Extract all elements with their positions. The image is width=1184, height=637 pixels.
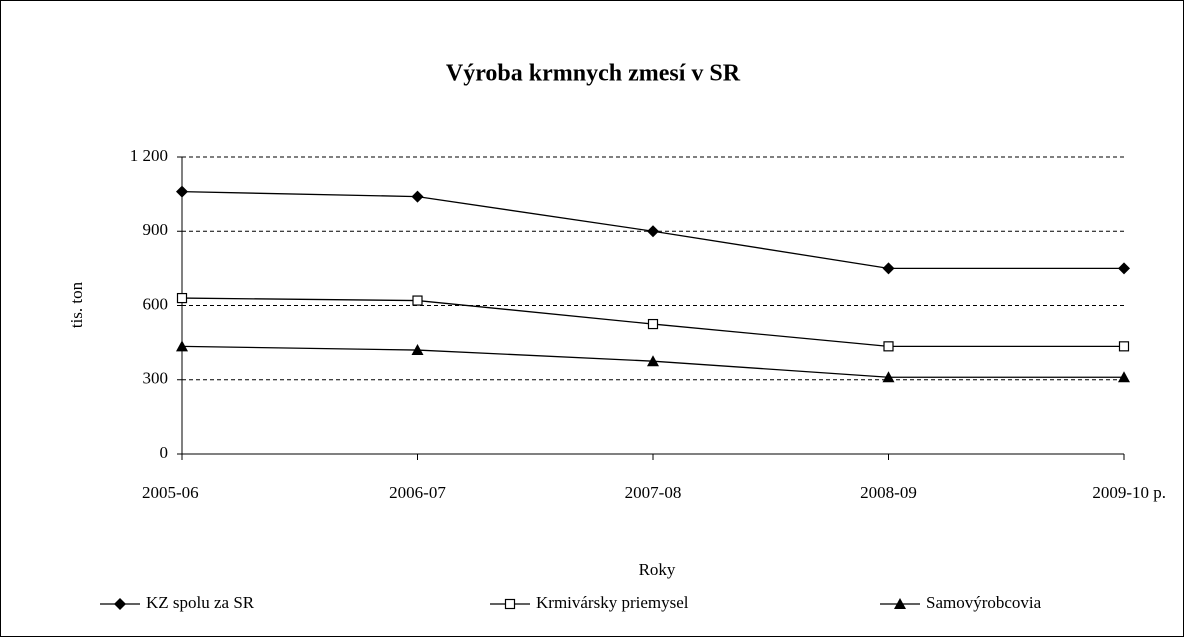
data-point (1118, 262, 1130, 275)
data-point (176, 340, 188, 352)
data-point (882, 262, 895, 275)
chart-title: Výroba krmnych zmesí v SR (446, 61, 741, 87)
data-point (647, 355, 659, 367)
y-tick-label: 900 (143, 220, 169, 239)
data-point (647, 318, 659, 330)
legend-marker (504, 598, 516, 610)
data-point (883, 341, 894, 352)
data-point (882, 371, 895, 383)
y-tick-label: 300 (143, 369, 169, 388)
data-point (647, 225, 659, 238)
data-point (411, 344, 424, 356)
y-tick-label: 600 (143, 294, 169, 313)
data-point (1118, 371, 1130, 383)
data-point (412, 295, 423, 306)
x-tick-label: 2007-08 (625, 483, 682, 502)
x-tick-label: 2009-10 p. (1092, 483, 1166, 502)
data-point (176, 292, 188, 304)
data-point (411, 190, 424, 203)
x-tick-label: 2006-07 (389, 483, 446, 502)
x-tick-label: 2005-06 (142, 483, 199, 502)
y-tick-label: 1 200 (130, 146, 168, 165)
x-tick-label: 2008-09 (860, 483, 917, 502)
legend-label: Krmivársky priemysel (536, 593, 689, 612)
legend-marker (894, 598, 906, 609)
legend-marker (114, 598, 126, 610)
y-axis-label: tis. ton (67, 281, 86, 328)
legend-label: KZ spolu za SR (146, 593, 255, 612)
legend-label: Samovýrobcovia (926, 593, 1042, 612)
y-tick-label: 0 (160, 443, 169, 462)
data-point (176, 185, 188, 198)
x-axis-label: Roky (639, 560, 676, 579)
data-point (1118, 341, 1130, 352)
